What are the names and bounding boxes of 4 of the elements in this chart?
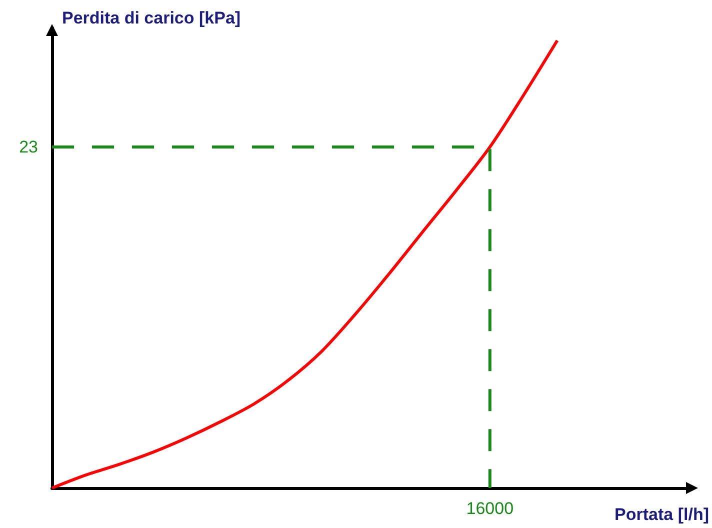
text: 16000: [466, 499, 514, 518]
y-axis-title: Perdita di carico [kPa]: [62, 8, 241, 28]
x-axis-title: Portata [l/h]: [614, 505, 709, 524]
text: 23: [19, 138, 38, 157]
